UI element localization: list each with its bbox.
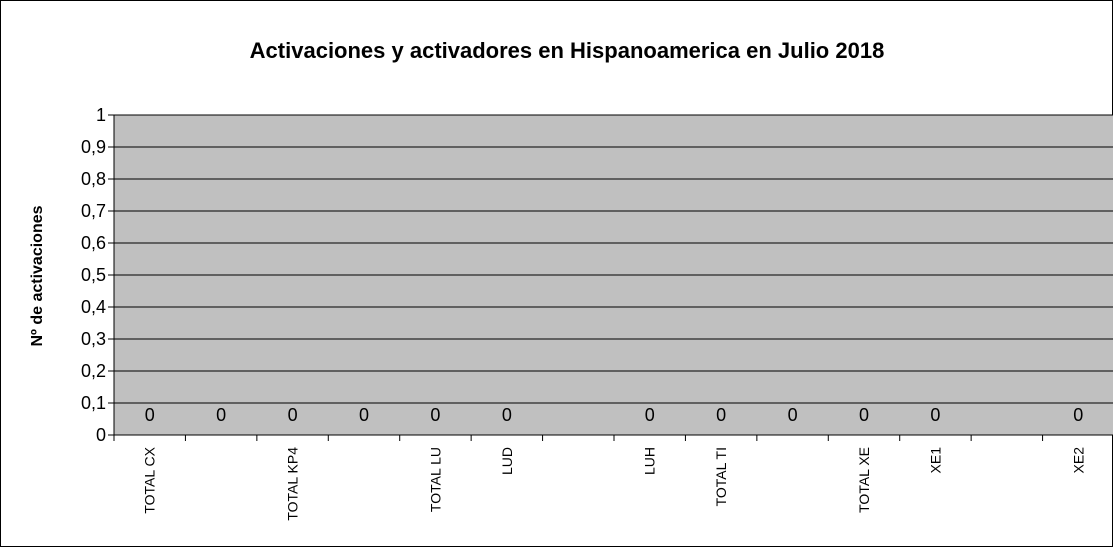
data-label: 0 [788, 405, 798, 425]
y-tick-label: 1 [96, 105, 106, 125]
data-label: 0 [216, 405, 226, 425]
x-tick-label: LUD [499, 447, 515, 475]
data-label: 0 [288, 405, 298, 425]
y-tick-label: 0,3 [81, 329, 106, 349]
x-tick-label: LUH [642, 447, 658, 475]
data-label: 0 [645, 405, 655, 425]
y-tick-label: 0,4 [81, 297, 106, 317]
data-label: 0 [859, 405, 869, 425]
y-tick-label: 0,1 [81, 393, 106, 413]
y-tick-label: 0,7 [81, 201, 106, 221]
y-tick-label: 0,8 [81, 169, 106, 189]
data-label: 0 [145, 405, 155, 425]
y-axis: 0 0,1 0,2 0,3 0,4 0,5 0,6 0,7 0,8 0,9 1 [81, 105, 115, 445]
x-tick-label: XE1 [927, 447, 943, 474]
data-label: 0 [502, 405, 512, 425]
x-tick-label: XE2 [1070, 447, 1086, 474]
x-tick-label: TOTAL TI [713, 447, 729, 506]
y-tick-label: 0,5 [81, 265, 106, 285]
data-label: 0 [430, 405, 440, 425]
y-tick-label: 0 [96, 425, 106, 445]
data-label: 0 [1073, 405, 1083, 425]
y-tick-label: 0,2 [81, 361, 106, 381]
chart-title: Activaciones y activadores en Hispanoame… [250, 38, 885, 63]
y-tick-label: 0,9 [81, 137, 106, 157]
gridlines [114, 114, 1113, 436]
x-tick-label: TOTAL KP4 [285, 447, 301, 521]
data-label: 0 [716, 405, 726, 425]
x-tick-label: TOTAL LU [427, 447, 443, 512]
x-tick-label: TOTAL XE [856, 447, 872, 513]
data-label: 0 [930, 405, 940, 425]
y-tick-label: 0,6 [81, 233, 106, 253]
x-axis: TOTAL CX TOTAL KP4 TOTAL LU LUD LUH TOTAL TI T… [113, 434, 1113, 521]
x-tick-label: TOTAL CX [142, 446, 158, 513]
y-axis-label: Nº de activaciones [29, 205, 46, 346]
data-labels: 0 0 0 0 0 0 0 0 0 0 0 0 [145, 405, 1084, 425]
data-label: 0 [359, 405, 369, 425]
